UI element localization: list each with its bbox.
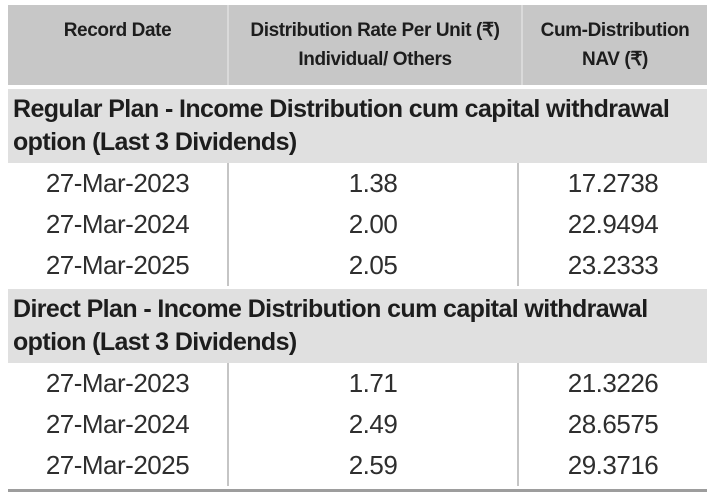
record-date-cell: 27-Mar-2024 — [8, 404, 227, 445]
table-row: 27-Mar-2025 2.05 23.2333 — [8, 245, 707, 286]
rate-cell: 1.38 — [227, 163, 519, 204]
table-row: 27-Mar-2023 1.71 21.3226 — [8, 363, 707, 404]
column-header-distribution-rate: Distribution Rate Per Unit (₹) Individua… — [229, 5, 521, 85]
table-header-row: Record Date Distribution Rate Per Unit (… — [8, 5, 707, 85]
dividend-history-table: Record Date Distribution Rate Per Unit (… — [8, 5, 707, 492]
record-date-cell: 27-Mar-2024 — [8, 204, 227, 245]
section-title-regular-plan: Regular Plan - Income Distribution cum c… — [8, 89, 707, 163]
cum-distribution-line2: NAV (₹) — [582, 49, 648, 70]
record-date-cell: 27-Mar-2025 — [8, 245, 227, 286]
table-row: 27-Mar-2023 1.38 17.2738 — [8, 163, 707, 204]
distribution-rate-line2: Individual/ Others — [298, 49, 452, 70]
section-title-direct-plan: Direct Plan - Income Distribution cum ca… — [8, 289, 707, 363]
rate-cell: 1.71 — [227, 363, 519, 404]
rate-cell: 2.49 — [227, 404, 519, 445]
cum-distribution-line1: Cum-Distribution — [540, 20, 690, 41]
table-row: 27-Mar-2024 2.00 22.9494 — [8, 204, 707, 245]
table-row: 27-Mar-2024 2.49 28.6575 — [8, 404, 707, 445]
record-date-cell: 27-Mar-2023 — [8, 363, 227, 404]
nav-cell: 21.3226 — [519, 363, 707, 404]
rate-cell: 2.00 — [227, 204, 519, 245]
column-header-record-date-label: Record Date — [63, 20, 172, 41]
nav-cell: 23.2333 — [519, 245, 707, 286]
nav-cell: 22.9494 — [519, 204, 707, 245]
direct-plan-rows: 27-Mar-2023 1.71 21.3226 27-Mar-2024 2.4… — [8, 363, 707, 486]
nav-cell: 28.6575 — [519, 404, 707, 445]
regular-plan-rows: 27-Mar-2023 1.38 17.2738 27-Mar-2024 2.0… — [8, 163, 707, 286]
rate-cell: 2.05 — [227, 245, 519, 286]
distribution-rate-line1: Distribution Rate Per Unit (₹) — [250, 20, 500, 41]
nav-cell: 29.3716 — [519, 445, 707, 486]
nav-cell: 17.2738 — [519, 163, 707, 204]
column-header-cum-distribution-nav: Cum-Distribution NAV (₹) — [523, 5, 707, 85]
rate-cell: 2.59 — [227, 445, 519, 486]
column-header-record-date: Record Date — [8, 5, 227, 85]
record-date-cell: 27-Mar-2025 — [8, 445, 227, 486]
table-row: 27-Mar-2025 2.59 29.3716 — [8, 445, 707, 486]
record-date-cell: 27-Mar-2023 — [8, 163, 227, 204]
